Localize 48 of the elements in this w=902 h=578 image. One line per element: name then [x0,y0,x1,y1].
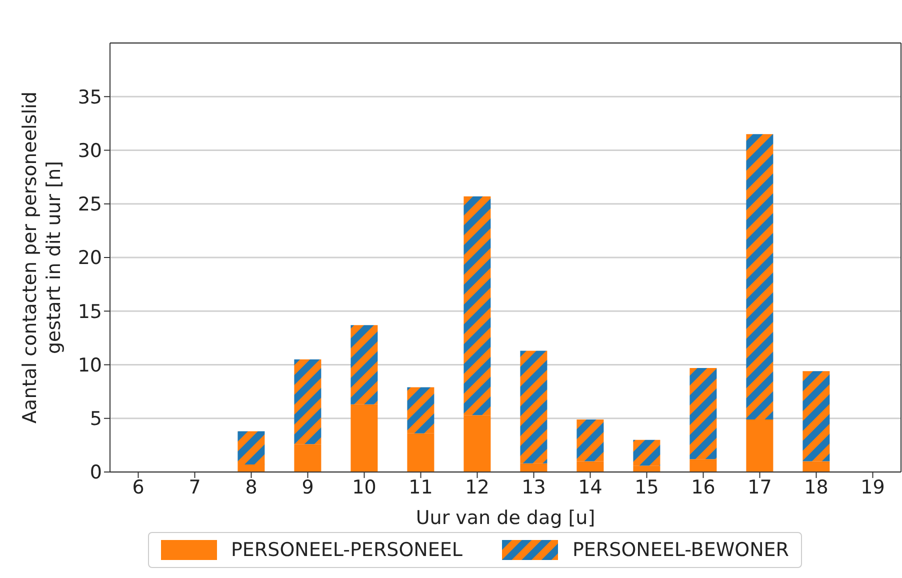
y-tick-label: 5 [90,408,102,430]
bar [294,359,322,444]
y-tick-label: 10 [78,354,102,376]
x-tick-label: 6 [132,476,144,498]
y-axis-title: Aantal contacten per personeelslid gestart in dit uur [n] [19,92,65,424]
bar [690,368,717,460]
y-tick-label: 35 [78,86,102,108]
bar [576,419,604,462]
bar [464,196,491,416]
bar [238,464,265,472]
x-tick-label: 15 [634,476,659,498]
y-tick-label: 20 [78,247,102,270]
x-tick-label: 8 [245,476,258,498]
bar [520,350,548,464]
bar [802,461,830,472]
bar [407,433,434,472]
y-tick-label: 15 [78,300,102,323]
bar [633,466,660,472]
x-tick-label: 16 [691,476,716,498]
bar [350,404,378,472]
x-tick-label: 17 [748,476,772,498]
bar [633,440,660,466]
bar [238,431,265,464]
bar [407,387,434,434]
x-tick-label: 13 [522,476,546,498]
bar [520,463,548,472]
legend-label: PERSONEEL-BEWONER [572,539,790,561]
y-tick-label: 30 [78,140,102,162]
x-tick-label: 12 [465,476,490,498]
x-axis-title: Uur van de dag [u] [416,507,596,529]
bar [802,371,830,462]
x-tick-label: 14 [578,476,602,498]
x-tick-label: 10 [352,476,376,498]
bar [464,415,491,472]
bar [690,459,717,472]
x-tick-label: 11 [408,476,433,498]
bar [294,444,322,472]
bar [576,461,604,472]
x-tick-label: 7 [188,476,201,498]
x-tick-label: 19 [860,476,885,498]
x-tick-label: 9 [302,476,314,498]
bar [746,134,774,420]
bar [350,325,378,404]
legend-label: PERSONEEL-PERSONEEL [230,539,462,561]
y-tick-label: 0 [90,462,102,484]
bar [746,419,774,472]
y-tick-label: 25 [78,194,102,216]
x-tick-label: 18 [804,476,828,498]
